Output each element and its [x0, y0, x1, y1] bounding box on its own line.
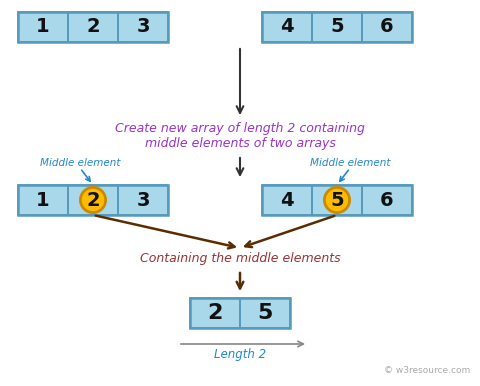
- Circle shape: [324, 187, 349, 213]
- Text: 2: 2: [86, 191, 100, 210]
- Text: Create new array of length 2 containing
middle elements of two arrays: Create new array of length 2 containing …: [115, 122, 365, 150]
- Text: 4: 4: [280, 191, 294, 210]
- Text: 5: 5: [257, 303, 273, 323]
- Text: 6: 6: [380, 17, 394, 37]
- Text: Containing the middle elements: Containing the middle elements: [140, 252, 340, 265]
- Text: 5: 5: [330, 17, 344, 37]
- FancyBboxPatch shape: [262, 12, 412, 42]
- Text: 3: 3: [136, 191, 150, 210]
- Bar: [68, 12, 118, 42]
- Text: 2: 2: [86, 17, 100, 37]
- Bar: [312, 12, 362, 42]
- Text: Middle element: Middle element: [40, 158, 120, 168]
- Bar: [362, 185, 412, 215]
- Bar: [18, 185, 68, 215]
- Text: 1: 1: [36, 17, 50, 37]
- Text: 2: 2: [207, 303, 223, 323]
- Text: 6: 6: [380, 191, 394, 210]
- FancyBboxPatch shape: [190, 298, 290, 328]
- Text: 4: 4: [280, 17, 294, 37]
- Text: Length 2: Length 2: [214, 348, 266, 361]
- Bar: [240, 298, 290, 328]
- FancyBboxPatch shape: [18, 12, 168, 42]
- Bar: [118, 185, 168, 215]
- Bar: [190, 298, 240, 328]
- FancyBboxPatch shape: [18, 185, 168, 215]
- Bar: [18, 12, 68, 42]
- Bar: [262, 185, 312, 215]
- Text: 5: 5: [330, 191, 344, 210]
- Bar: [312, 185, 362, 215]
- Text: 1: 1: [36, 191, 50, 210]
- Circle shape: [81, 187, 106, 213]
- Bar: [68, 185, 118, 215]
- Text: Middle element: Middle element: [310, 158, 390, 168]
- Bar: [362, 12, 412, 42]
- Bar: [262, 12, 312, 42]
- Text: © w3resource.com: © w3resource.com: [384, 366, 470, 375]
- Bar: [118, 12, 168, 42]
- FancyBboxPatch shape: [262, 185, 412, 215]
- Text: 3: 3: [136, 17, 150, 37]
